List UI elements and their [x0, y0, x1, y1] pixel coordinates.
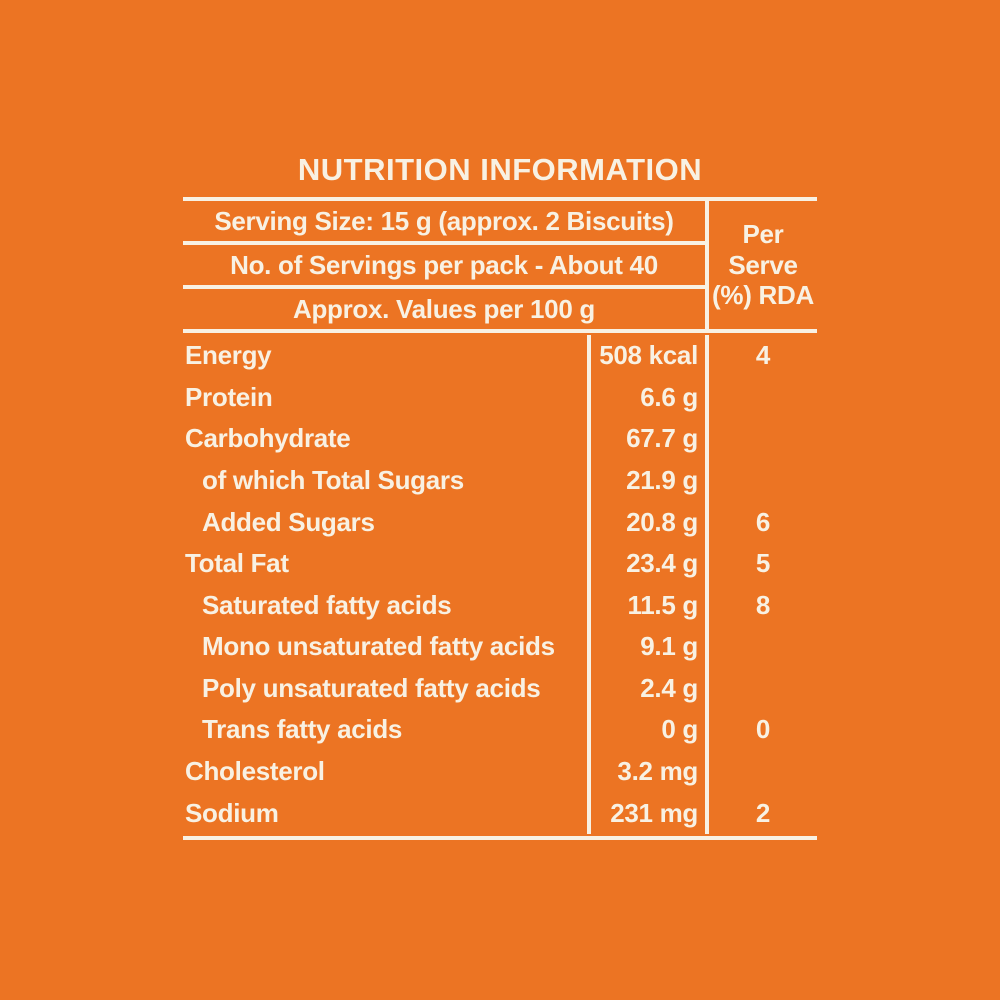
nutrient-label: Protein — [185, 381, 273, 412]
table-row: Sodium 231 mg 2 — [183, 792, 817, 834]
table-row: Energy 508 kcal 4 — [183, 335, 817, 377]
table-header: Serving Size: 15 g (approx. 2 Biscuits) … — [183, 201, 817, 333]
nutrient-rda: 0 — [705, 709, 817, 751]
table-row: Protein 6.6 g — [183, 376, 817, 419]
nutrient-value: 21.9 g — [587, 459, 705, 502]
nutrient-label: Energy — [185, 340, 272, 371]
nutrient-label: Added Sugars — [202, 506, 375, 537]
nutrient-label: Poly unsaturated fatty acids — [202, 672, 541, 703]
nutrient-label: Trans fatty acids — [202, 714, 403, 745]
nutrition-table: Serving Size: 15 g (approx. 2 Biscuits) … — [183, 197, 817, 840]
nutrient-rda — [705, 750, 817, 793]
nutrient-rda — [705, 626, 817, 668]
nutrient-rda: 8 — [705, 584, 817, 627]
nutrient-rda: 5 — [705, 542, 817, 585]
servings-per-pack-row: No. of Servings per pack - About 40 — [183, 245, 705, 289]
nutrient-value: 3.2 mg — [587, 750, 705, 793]
table-row: Saturated fatty acids 11.5 g 8 — [183, 584, 817, 627]
table-row: Added Sugars 20.8 g 6 — [183, 501, 817, 543]
nutrient-label: Total Fat — [185, 548, 289, 579]
nutrient-label: Cholesterol — [185, 756, 325, 787]
nutrient-value: 20.8 g — [587, 501, 705, 543]
nutrient-value: 6.6 g — [587, 376, 705, 419]
nutrient-label: Saturated fatty acids — [202, 589, 452, 620]
approx-values-row: Approx. Values per 100 g — [292, 293, 596, 324]
table-body: Energy 508 kcal 4 Protein 6.6 g Carbohyd… — [183, 333, 817, 836]
nutrient-rda: 2 — [705, 792, 817, 834]
nutrient-rda — [705, 667, 817, 710]
per-serve-line: Per — [742, 218, 784, 249]
per-serve-line: (%) RDA — [712, 280, 814, 311]
nutrient-rda — [705, 459, 817, 502]
nutrient-value: 0 g — [587, 709, 705, 751]
nutrient-value: 9.1 g — [587, 626, 705, 668]
nutrient-value: 67.7 g — [587, 418, 705, 460]
table-row: Cholesterol 3.2 mg — [183, 750, 817, 793]
nutrient-rda: 6 — [705, 501, 817, 543]
nutrient-value: 508 kcal — [587, 335, 705, 377]
table-row: Mono unsaturated fatty acids 9.1 g — [183, 626, 817, 668]
nutrient-rda — [705, 418, 817, 460]
per-serve-line: Serve — [728, 249, 798, 280]
table-header-left: Serving Size: 15 g (approx. 2 Biscuits) … — [183, 201, 705, 329]
nutrient-value: 2.4 g — [587, 667, 705, 710]
page-title: NUTRITION INFORMATION — [297, 152, 703, 187]
table-row: Poly unsaturated fatty acids 2.4 g — [183, 667, 817, 710]
table-row: Trans fatty acids 0 g 0 — [183, 709, 817, 751]
per-serve-rda-header: Per Serve (%) RDA — [705, 201, 817, 329]
nutrient-value: 11.5 g — [587, 584, 705, 627]
serving-size-row: Serving Size: 15 g (approx. 2 Biscuits) — [183, 201, 705, 245]
nutrient-label: Mono unsaturated fatty acids — [202, 631, 555, 662]
table-row: Total Fat 23.4 g 5 — [183, 542, 817, 585]
nutrient-value: 231 mg — [587, 792, 705, 834]
nutrient-rda: 4 — [705, 335, 817, 377]
nutrient-label: of which Total Sugars — [202, 465, 464, 496]
nutrient-label: Sodium — [185, 797, 279, 828]
nutrient-value: 23.4 g — [587, 542, 705, 585]
nutrient-rda — [705, 376, 817, 419]
table-row: of which Total Sugars 21.9 g — [183, 459, 817, 502]
table-row: Carbohydrate 67.7 g — [183, 418, 817, 460]
nutrient-label: Carbohydrate — [185, 423, 351, 454]
